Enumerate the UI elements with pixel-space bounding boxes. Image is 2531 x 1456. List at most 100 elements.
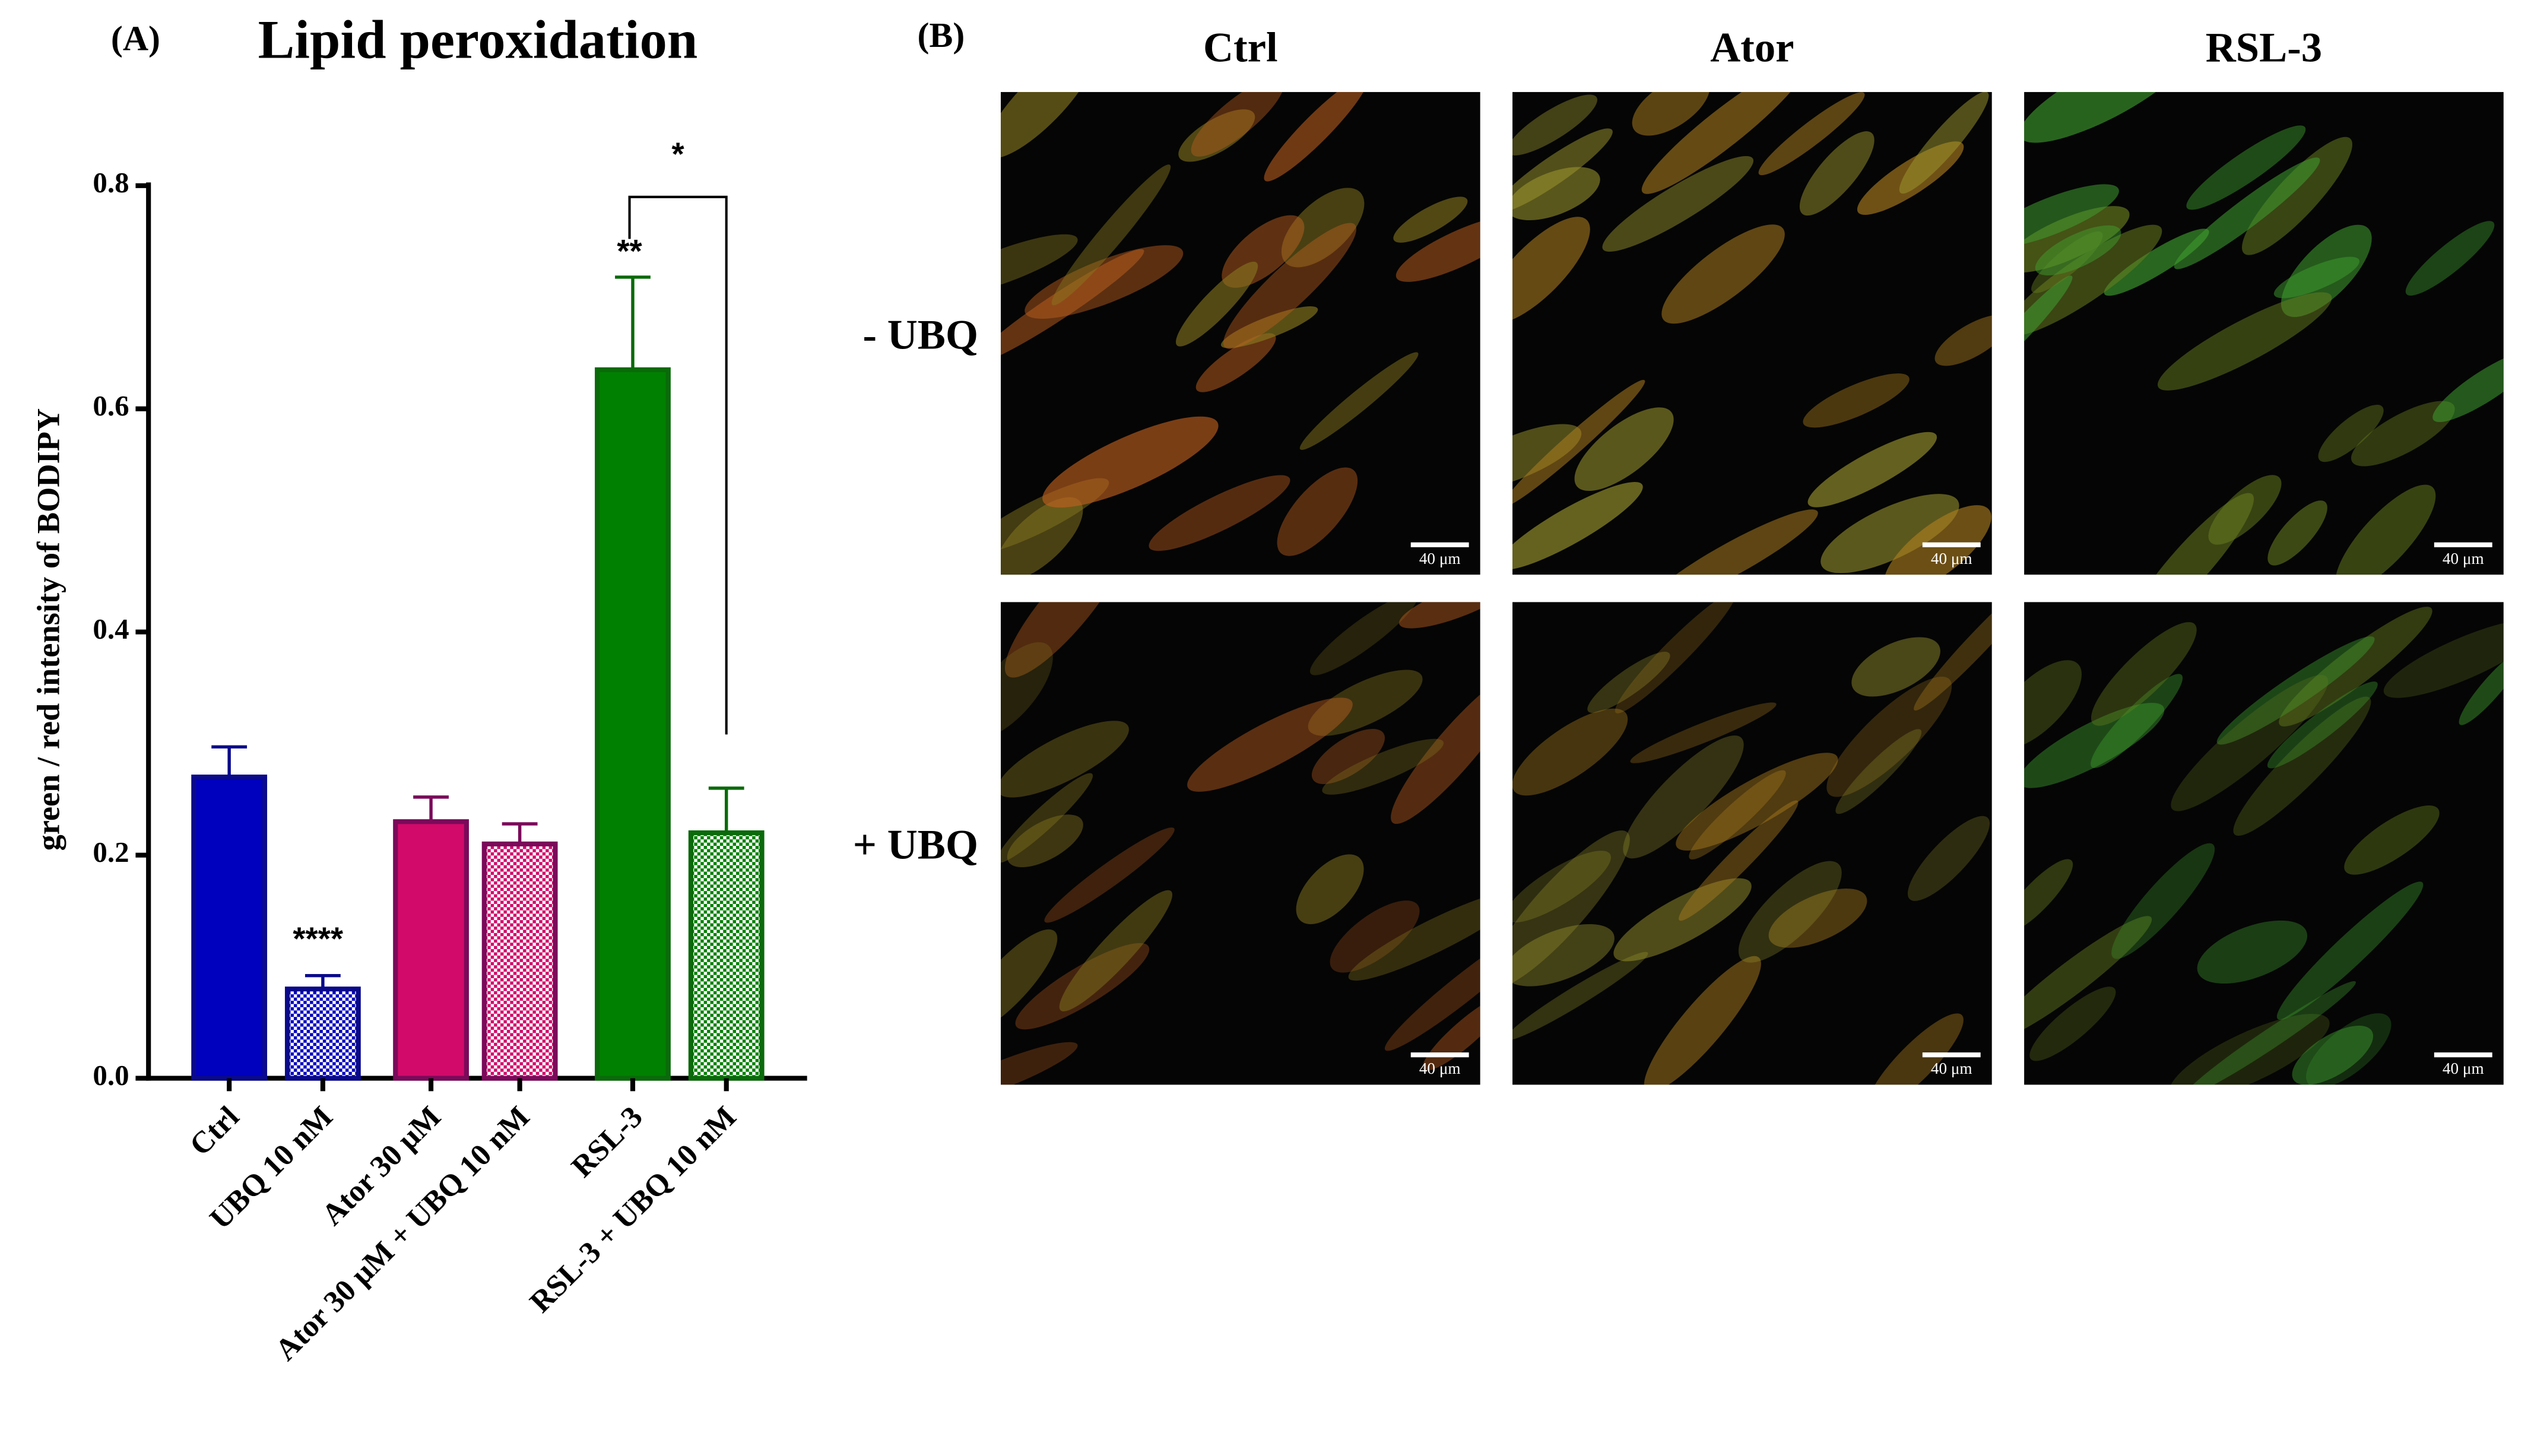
y-tick-label: 0.6 xyxy=(93,389,129,422)
cell xyxy=(1001,92,1095,158)
cell xyxy=(1613,878,1752,962)
cell xyxy=(1001,773,1093,863)
cell xyxy=(1001,1042,1078,1085)
cell xyxy=(1512,94,1597,156)
cell xyxy=(1899,92,1989,194)
cell xyxy=(1512,379,1645,507)
cell xyxy=(1826,677,1952,797)
bar xyxy=(284,986,361,1081)
micrograph-bg xyxy=(1001,602,1480,1085)
cell xyxy=(1615,602,1736,713)
cell xyxy=(1391,673,1480,824)
cell xyxy=(1004,602,1125,678)
cell xyxy=(2024,275,2073,379)
cell xyxy=(1768,888,1867,948)
cell xyxy=(2306,1013,2392,1085)
cell xyxy=(2184,981,2356,1085)
cell xyxy=(2405,221,2495,296)
cell xyxy=(1799,131,1875,216)
cell xyxy=(1914,602,1992,711)
cell xyxy=(1738,861,1842,963)
cell xyxy=(1632,92,1710,136)
cell xyxy=(1264,92,1368,182)
cell xyxy=(1384,924,1480,1051)
significance: * xyxy=(672,136,685,172)
cell xyxy=(1322,738,1444,795)
cell xyxy=(1512,424,1582,490)
cell xyxy=(2024,660,2082,750)
cell xyxy=(1883,505,1991,575)
cell xyxy=(1025,245,1184,319)
column-header: Ctrl xyxy=(1203,24,1278,71)
micrograph: 40 μm xyxy=(2024,92,2504,575)
cell xyxy=(1512,217,1590,323)
cell xyxy=(2351,401,2455,467)
cell xyxy=(2169,1014,2330,1085)
cell xyxy=(2208,475,2282,545)
cell xyxy=(2024,703,2165,788)
cell xyxy=(1630,702,1777,763)
cell xyxy=(1191,92,1284,157)
cell xyxy=(2186,125,2306,210)
micrograph: 40 μm xyxy=(1001,92,1480,575)
cell xyxy=(1277,467,1358,556)
bar xyxy=(481,841,558,1081)
cell xyxy=(2024,916,2152,1041)
cell xyxy=(1044,827,1175,923)
bar xyxy=(393,819,469,1081)
x-tick-label: RSL-3 xyxy=(565,1100,649,1184)
row-label: - UBQ xyxy=(863,312,978,358)
cell xyxy=(1676,753,1838,851)
scale-bar-label: 40 μm xyxy=(1931,550,1972,567)
cell xyxy=(1059,890,1173,1011)
cell xyxy=(2279,607,2432,727)
cell xyxy=(2104,229,2209,296)
cell xyxy=(1001,721,1129,798)
scale-bar-label: 40 μm xyxy=(1419,550,1461,567)
scale-bar xyxy=(1410,1052,1469,1058)
cell xyxy=(1907,816,1990,901)
y-tick-label: 0.0 xyxy=(93,1059,129,1092)
cell xyxy=(2029,986,2116,1061)
cell xyxy=(1001,929,1058,1034)
cell xyxy=(1587,652,1670,713)
cell xyxy=(1512,924,1615,986)
cell xyxy=(1001,642,1053,738)
cell xyxy=(1187,697,1353,792)
cell xyxy=(2157,292,2332,391)
cell xyxy=(2091,622,2197,726)
micrograph: 40 μm xyxy=(1001,602,1480,1085)
cell xyxy=(2111,843,2215,959)
cell xyxy=(1330,900,1420,973)
cell xyxy=(1512,830,1630,989)
cells xyxy=(2024,92,2504,575)
micrograph: 40 μm xyxy=(1512,602,1992,1085)
bar xyxy=(688,830,765,1081)
chart-title: Lipid peroxidation xyxy=(258,9,698,69)
cell xyxy=(1661,224,1785,324)
cell xyxy=(2091,674,2183,769)
cell xyxy=(2035,225,2121,276)
cell xyxy=(1395,215,1480,282)
cell xyxy=(2267,681,2378,769)
cells xyxy=(1512,602,1992,1085)
panel-label: (B) xyxy=(918,15,965,55)
cell xyxy=(1689,770,1786,860)
cell xyxy=(1574,407,1674,491)
cell xyxy=(2024,206,2130,273)
cell xyxy=(1641,92,1806,194)
cell xyxy=(1007,814,1083,868)
cell xyxy=(1195,333,1276,392)
column-header: RSL-3 xyxy=(2206,24,2322,71)
cell xyxy=(2233,696,2371,836)
cell xyxy=(1512,951,1648,1041)
scale-bar-label: 40 μm xyxy=(1419,1060,1461,1077)
cell xyxy=(2276,881,2424,1020)
micrograph: 40 μm xyxy=(1512,92,1992,575)
cell xyxy=(1311,729,1385,785)
bracket xyxy=(628,195,728,735)
cells xyxy=(1512,92,1992,575)
cell xyxy=(1149,475,1290,551)
